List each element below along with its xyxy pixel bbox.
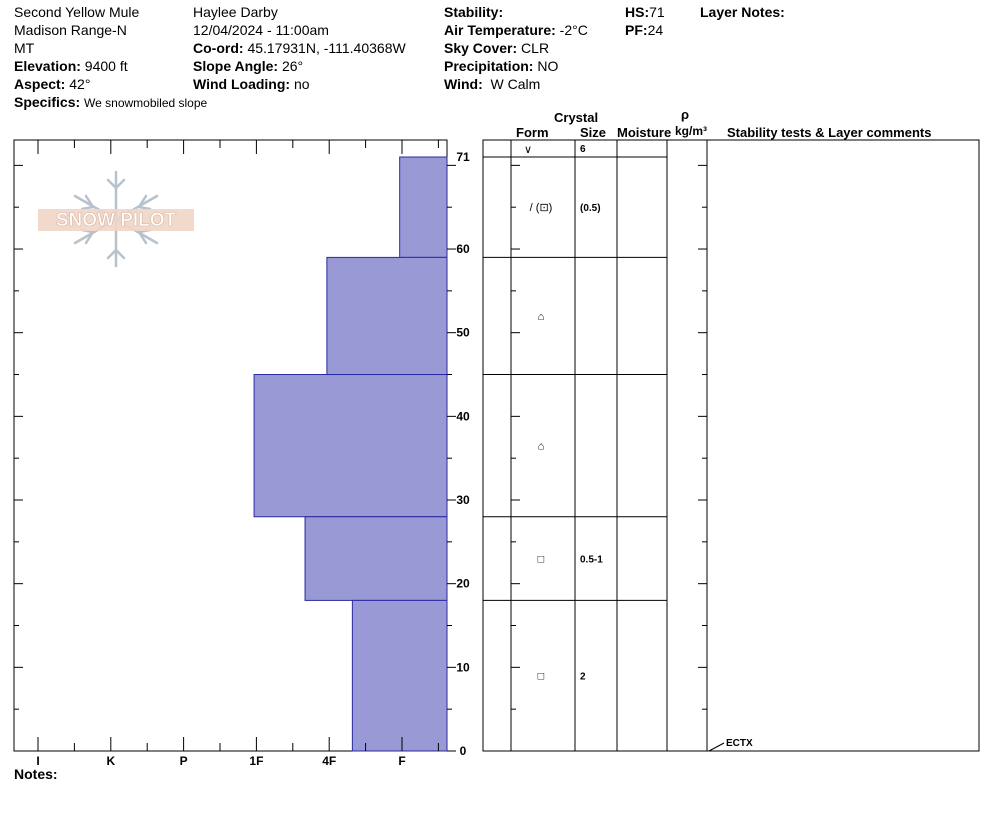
crystal-header: Crystal <box>554 110 599 125</box>
stability-label: Stability: <box>444 4 504 20</box>
y-tick-label: 30 <box>456 493 470 507</box>
observation-datetime: 12/04/2024 - 11:00am <box>193 22 329 38</box>
specifics-label: Specifics: <box>14 94 81 110</box>
elevation-label: Elevation: <box>14 58 81 74</box>
pf-value: 24 <box>647 22 664 38</box>
notes-label: Notes: <box>14 766 58 782</box>
hardness-bar <box>326 256 448 376</box>
slope-field: Slope Angle: 26° <box>193 57 303 75</box>
layer-rows: ∨ 6 / (⊡) (0.5) ⌂ ⌂ □ 0.5-1 □ 2 <box>483 144 667 683</box>
y-tick-label: 0 <box>460 744 467 758</box>
elevation-field: Elevation: 9400 ft <box>14 57 128 75</box>
stability-comments-header: Stability tests & Layer comments <box>727 125 932 140</box>
layer-size: (0.5) <box>580 203 601 214</box>
hardness-bar <box>253 374 448 518</box>
stability-test-marker <box>708 742 725 752</box>
sky-cover-value: CLR <box>521 40 550 56</box>
form-header: Form <box>516 125 549 140</box>
hardness-axis: I K P 1F 4F F <box>36 140 439 768</box>
precip-label: Precipitation: <box>444 58 534 74</box>
aspect-label: Aspect: <box>14 76 66 92</box>
sky-cover-label: Sky Cover: <box>444 40 518 56</box>
x-tick-label: K <box>106 754 115 768</box>
hardness-bar <box>399 156 448 258</box>
x-tick-label: F <box>398 754 405 768</box>
stability-test-label: ECTX <box>726 738 753 749</box>
logo-text: SNOW PILOT <box>56 210 177 231</box>
wind-loading-field: Wind Loading: no <box>193 75 310 93</box>
slope-value: 26° <box>281 58 304 74</box>
layer-form: □ <box>538 671 545 683</box>
hardness-bar <box>351 599 448 752</box>
wind-label: Wind: <box>444 76 483 92</box>
layer-form: □ <box>538 554 545 566</box>
rho-header: ρ <box>681 107 690 122</box>
aspect-field: Aspect: 42° <box>14 75 90 93</box>
x-tick-label: I <box>36 754 39 768</box>
location-name: Second Yellow Mule <box>14 4 140 20</box>
wind-field: Wind: W Calm <box>444 75 540 93</box>
layer-size: 2 <box>580 672 586 683</box>
coord-field: Co-ord: 45.17931N, -111.40368W <box>193 39 406 57</box>
air-temp-field: Air Temperature: -2°C <box>444 21 588 39</box>
snowpilot-logo: SNOW PILOT <box>38 170 194 268</box>
precip-field: Precipitation: NO <box>444 57 558 75</box>
state-name: MT <box>14 40 35 56</box>
x-tick-label: P <box>180 754 188 768</box>
surface-size: 6 <box>580 144 586 155</box>
specifics-value: We snowmobiled slope <box>84 96 208 110</box>
layer-form: ⌂ <box>538 441 545 453</box>
range-name: Madison Range-N <box>14 22 127 38</box>
hardness-bars <box>253 156 448 752</box>
aspect-value: 42° <box>69 76 91 92</box>
elevation-value: 9400 ft <box>84 58 128 74</box>
sky-cover-field: Sky Cover: CLR <box>444 39 549 57</box>
layer-form: ⌂ <box>538 311 545 323</box>
y-tick-label: 20 <box>456 577 470 591</box>
hs-value: 71 <box>649 4 665 20</box>
height-axis: 0 10 20 30 40 50 60 71 <box>14 150 707 758</box>
wind-value: W Calm <box>490 76 541 92</box>
size-header: Size <box>580 125 607 140</box>
observer-name: Haylee Darby <box>193 4 278 20</box>
layer-size: 0.5-1 <box>580 555 603 566</box>
y-tick-label: 40 <box>456 409 470 423</box>
x-tick-label: 1F <box>249 754 263 768</box>
coord-label: Co-ord: <box>193 40 244 56</box>
layer-notes-label: Layer Notes: <box>700 4 785 20</box>
slope-label: Slope Angle: <box>193 58 279 74</box>
air-temp-label: Air Temperature: <box>444 22 556 38</box>
stability-tests: ECTX <box>708 738 753 752</box>
coord-value: 45.17931N, -111.40368W <box>247 40 406 56</box>
wind-loading-value: no <box>293 76 310 92</box>
moisture-header: Moisture <box>617 125 672 140</box>
x-tick-label: 4F <box>322 754 336 768</box>
y-tick-label: 71 <box>456 150 470 164</box>
specifics-field: Specifics: We snowmobiled slope <box>14 93 207 112</box>
pf-field: PF:24 <box>625 21 663 39</box>
layer-table <box>482 139 980 752</box>
air-temp-value: -2°C <box>559 22 588 38</box>
hs-label: HS: <box>625 4 650 20</box>
pf-label: PF: <box>625 22 648 38</box>
surface-form: ∨ <box>524 144 532 156</box>
y-tick-label: 50 <box>456 326 470 340</box>
precip-value: NO <box>537 58 559 74</box>
wind-loading-label: Wind Loading: <box>193 76 291 92</box>
hardness-bar <box>304 516 448 601</box>
hs-field: HS:71 <box>625 3 665 21</box>
layer-form: / (⊡) <box>530 202 553 214</box>
y-tick-label: 10 <box>456 660 470 674</box>
y-tick-label: 60 <box>456 242 470 256</box>
density-unit-header: kg/m³ <box>675 124 708 138</box>
table-frame <box>482 139 980 752</box>
